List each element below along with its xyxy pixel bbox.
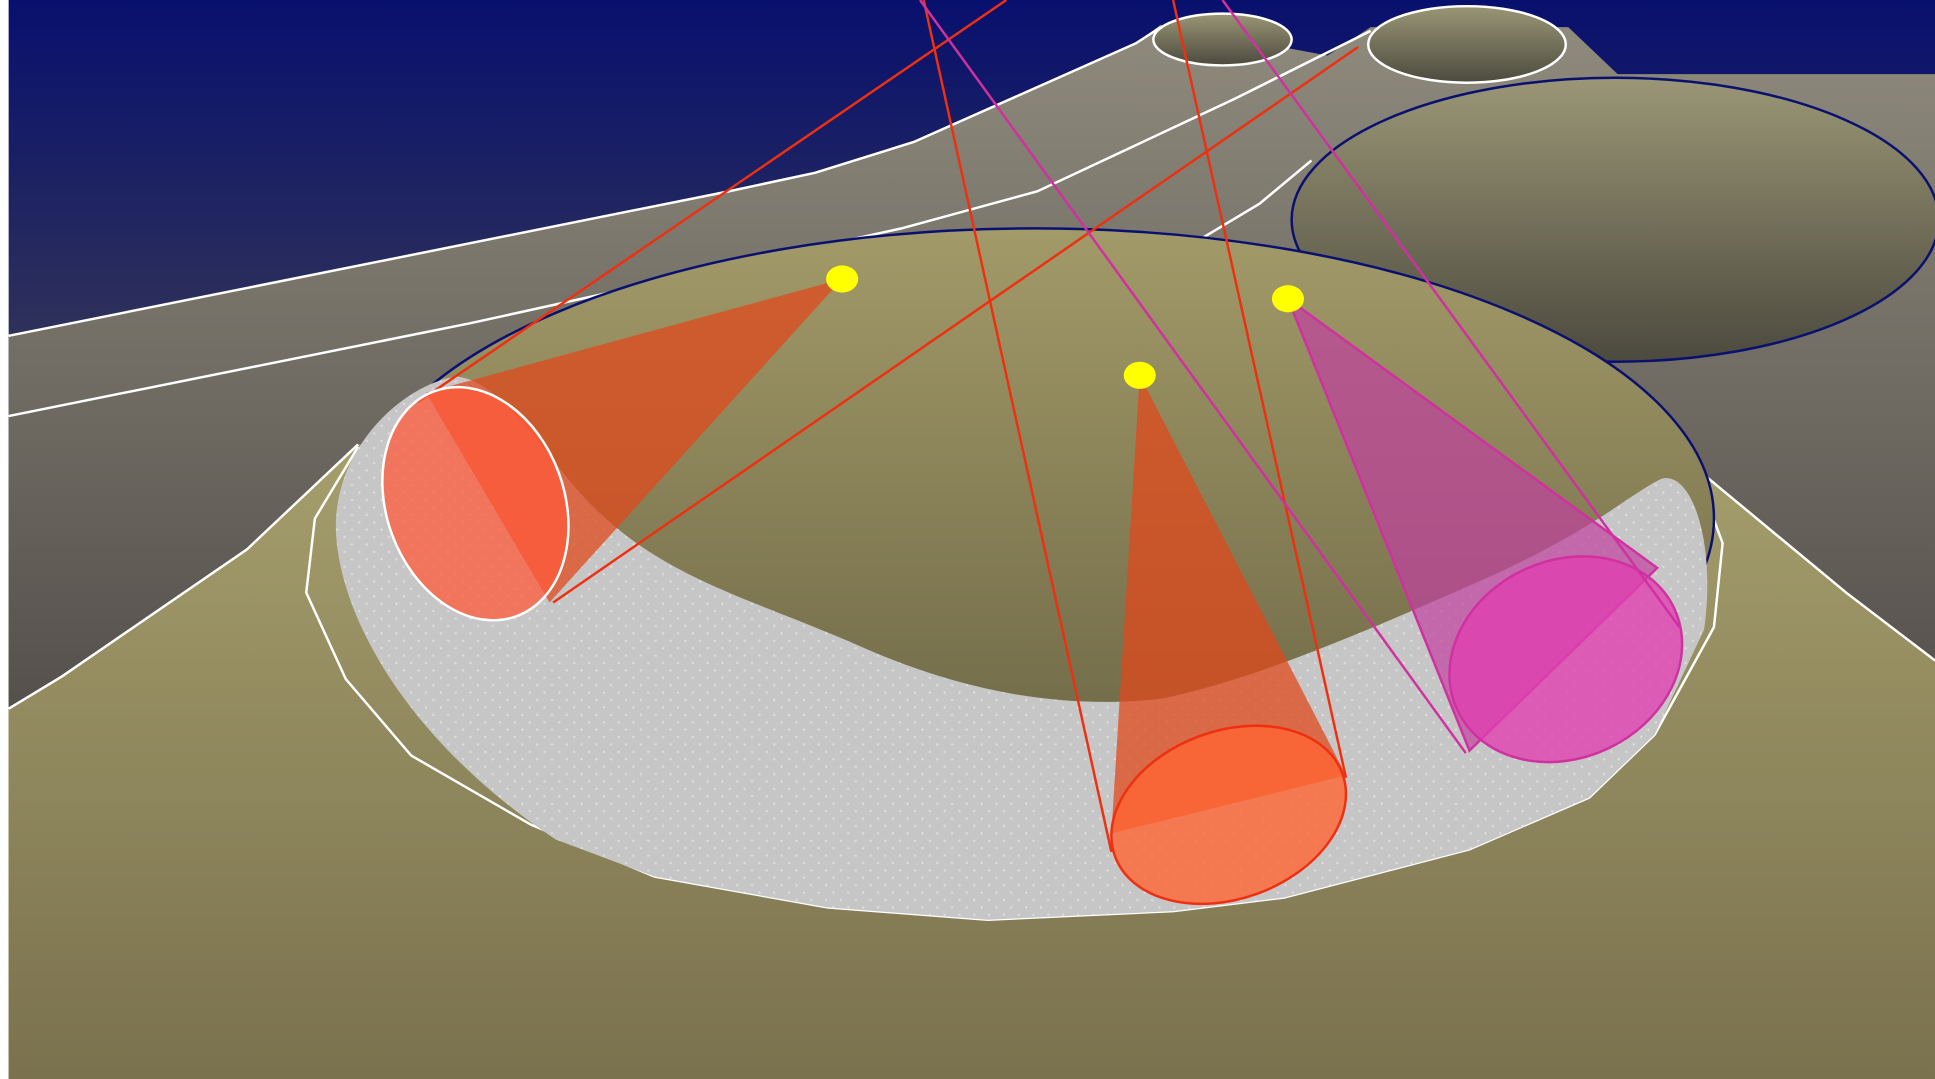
road-edge: [1197, 159, 1313, 242]
source-dot: [1271, 285, 1304, 313]
footprint: [1110, 724, 1348, 906]
crescent: [335, 376, 1708, 920]
sight-line: [1221, 0, 1681, 628]
ground-edge: [8, 443, 359, 710]
ground-edge: [1693, 465, 1935, 662]
hill: [1152, 12, 1293, 67]
footprint: [381, 385, 570, 622]
sight-line: [552, 45, 1360, 604]
sight-line: [922, 0, 1113, 853]
cone: [1111, 375, 1346, 834]
road-edge: [8, 26, 1162, 338]
source-dot: [1123, 361, 1156, 389]
footprint: [1448, 555, 1684, 764]
sight-line: [1171, 0, 1348, 779]
sight-line: [416, 0, 1008, 404]
hill: [1366, 4, 1568, 84]
source-dot: [826, 265, 859, 293]
sight-line: [918, 0, 1467, 754]
